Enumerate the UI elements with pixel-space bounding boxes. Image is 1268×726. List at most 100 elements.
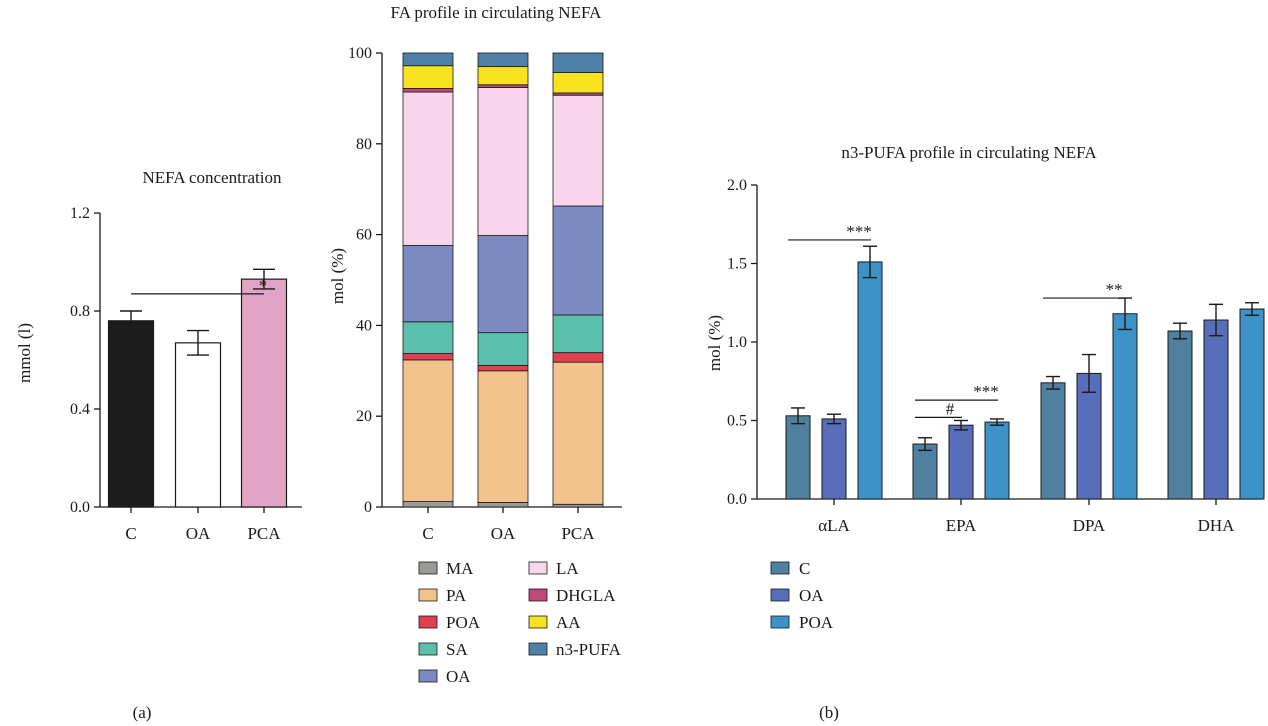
- n3-significance-label: ***: [973, 382, 999, 401]
- fa-stacked-bars: [402, 52, 604, 508]
- fa-legend-swatch: [418, 588, 438, 602]
- fa-stack-segment: [402, 65, 454, 89]
- fa-legend-swatch: [418, 642, 438, 656]
- fa-stack-segment: [477, 66, 529, 86]
- n3-bar: [912, 443, 938, 500]
- n3-bar: [1112, 313, 1138, 500]
- fa-category-label: OA: [491, 524, 516, 543]
- fa-stack-segment: [552, 72, 604, 94]
- fa-stack-segment: [477, 84, 529, 88]
- fa-stack-segment: [477, 235, 529, 334]
- fa-y-tick-label: 60: [356, 227, 372, 244]
- nefa-y-tick-label: 1.2: [70, 205, 90, 222]
- fa-stack-segment: [477, 332, 529, 366]
- fa-legend-swatch: [528, 615, 548, 629]
- fa-stack-segment: [477, 52, 529, 68]
- nefa-category-label: OA: [186, 524, 211, 543]
- fa-category-label: C: [422, 524, 433, 543]
- fa-chart-title: FA profile in circulating NEFA: [391, 3, 603, 22]
- fa-category-label: PCA: [561, 524, 595, 543]
- fa-stack-segment: [552, 52, 604, 73]
- fa-y-tick-label: 40: [356, 317, 372, 334]
- n3-category-label: αLA: [818, 516, 850, 535]
- n3-legend-label: C: [799, 559, 810, 578]
- nefa-bars: [107, 268, 288, 508]
- nefa-chart-title: NEFA concentration: [143, 168, 282, 187]
- nefa-bar: [240, 278, 288, 508]
- fa-y-ticks: 0 20 40 60 80 100: [348, 45, 382, 516]
- fa-legend-label: AA: [556, 613, 581, 632]
- n3-legend-swatch: [770, 615, 790, 629]
- fa-stack-segment: [552, 94, 604, 207]
- n3-legend: C OA POA: [770, 559, 834, 632]
- fa-stack-segment: [402, 245, 454, 323]
- n3-y-ticks: 0.0 0.5 1.0 1.5 2.0: [727, 177, 757, 508]
- n3-y-tick-label: 1.0: [727, 334, 747, 351]
- fa-legend-label: SA: [446, 640, 468, 659]
- nefa-y-tick-label: 0.8: [70, 303, 90, 320]
- n3-category-label: EPA: [946, 516, 977, 535]
- fa-legend-label: DHGLA: [556, 586, 616, 605]
- fa-legend-swatch: [418, 615, 438, 629]
- nefa-significance-label: *: [259, 276, 268, 295]
- n3-bar: [821, 418, 847, 500]
- fa-stack-segment: [477, 502, 529, 508]
- nefa-category-labels: C OA PCA: [125, 507, 281, 543]
- n3-legend-label: POA: [799, 613, 834, 632]
- fa-stack-segment: [402, 353, 454, 361]
- n3-bar: [984, 421, 1010, 500]
- fa-stack-segment: [477, 87, 529, 236]
- n3-chart-title: n3-PUFA profile in circulating NEFA: [841, 143, 1097, 162]
- n3-y-axis-label: mol (%): [705, 315, 724, 371]
- panel-label-a: (a): [133, 703, 152, 722]
- n3-pufa-chart: n3-PUFA profile in circulating NEFA mol …: [705, 143, 1265, 722]
- nefa-category-label: C: [125, 524, 136, 543]
- n3-y-tick-label: 0.0: [727, 491, 747, 508]
- fa-y-tick-label: 80: [356, 136, 372, 153]
- fa-legend-swatch: [528, 642, 548, 656]
- n3-significance-label: **: [1106, 280, 1123, 299]
- n3-significance-label: ***: [846, 222, 872, 241]
- fa-y-axis-label: mol (%): [328, 248, 347, 304]
- fa-stack-segment: [552, 205, 604, 316]
- fa-stack-segment: [477, 364, 529, 372]
- n3-significance: *** *** # **: [788, 222, 1126, 418]
- n3-bar: [948, 424, 974, 500]
- n3-legend-swatch: [770, 561, 790, 575]
- n3-y-tick-label: 0.5: [727, 413, 747, 430]
- n3-bars: [785, 245, 1265, 500]
- fa-legend-swatch: [528, 588, 548, 602]
- nefa-y-tick-label: 0.4: [70, 401, 90, 418]
- fa-stack-segment: [402, 88, 454, 93]
- fa-stack-segment: [552, 503, 604, 508]
- fa-category-labels: C OA PCA: [422, 507, 595, 543]
- nefa-y-ticks: 0.0 0.4 0.8 1.2: [70, 205, 100, 516]
- fa-stack-segment: [552, 314, 604, 354]
- fa-y-tick-label: 100: [348, 45, 372, 62]
- fa-legend-swatch: [418, 561, 438, 575]
- nefa-category-label: PCA: [247, 524, 281, 543]
- fa-legend: MA PA POA SA OA LA DHGLA AA n3-PUFA: [418, 559, 622, 686]
- fa-stack-segment: [477, 370, 529, 503]
- fa-legend-label: PA: [446, 586, 467, 605]
- nefa-concentration-chart: NEFA concentration mmol (l) 0.0 0.4 0.8 1.2…: [15, 168, 302, 722]
- n3-bar: [1167, 330, 1193, 500]
- fa-legend-label: POA: [446, 613, 481, 632]
- fa-stack-segment: [552, 352, 604, 363]
- n3-legend-swatch: [770, 588, 790, 602]
- fa-legend-swatch: [528, 561, 548, 575]
- n3-bar: [1239, 308, 1265, 500]
- fa-y-tick-label: 0: [364, 499, 372, 516]
- n3-bar: [857, 261, 883, 500]
- n3-category-label: DHA: [1198, 516, 1236, 535]
- nefa-bar: [107, 320, 155, 508]
- fa-stack-segment: [402, 359, 454, 502]
- fa-legend-label: MA: [446, 559, 474, 578]
- nefa-bar: [174, 342, 222, 508]
- n3-bar: [1203, 319, 1229, 500]
- nefa-y-axis-label: mmol (l): [15, 323, 34, 383]
- fa-profile-chart: FA profile in circulating NEFA mol (%) 0…: [328, 3, 622, 686]
- n3-y-tick-label: 1.5: [727, 256, 747, 273]
- fa-legend-label: OA: [446, 667, 471, 686]
